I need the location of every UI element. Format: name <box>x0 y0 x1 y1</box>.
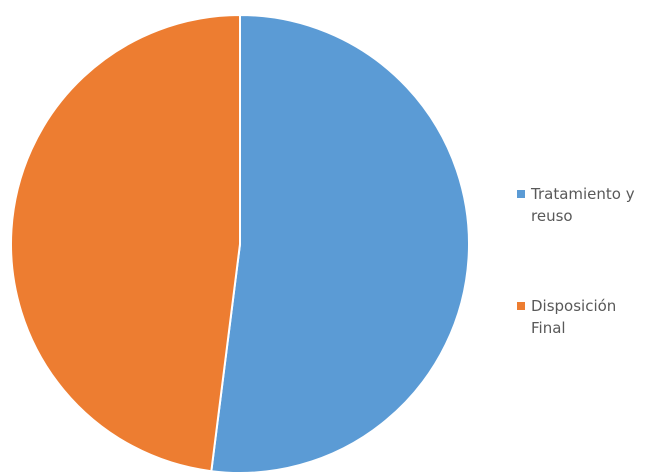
legend-swatch <box>517 302 525 310</box>
legend-swatch <box>517 190 525 198</box>
pie-slice <box>210 13 470 474</box>
legend-item: Tratamiento y reuso <box>517 183 667 227</box>
pie-slice <box>10 13 241 473</box>
pie-area <box>10 13 470 474</box>
legend-label: Tratamiento y reuso <box>531 185 635 225</box>
legend-item: Disposición Final <box>517 295 667 339</box>
legend-label: Disposición Final <box>531 297 617 337</box>
